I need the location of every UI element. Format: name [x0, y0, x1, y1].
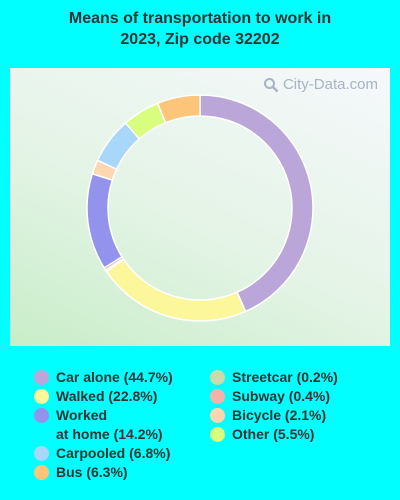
- legend-swatch: [34, 370, 49, 385]
- legend-item-right-1: Subway (0.4%): [210, 387, 331, 406]
- legend-label: Walked (22.8%): [56, 388, 158, 404]
- slice-walked: [105, 258, 247, 322]
- slice-bus: [156, 94, 201, 124]
- legend-swatch: [34, 408, 49, 423]
- donut-chart: [86, 94, 314, 322]
- legend-item-left-1: Walked (22.8%): [34, 387, 158, 406]
- watermark-text: City-Data.com: [282, 76, 378, 93]
- legend-swatch: [210, 389, 225, 404]
- legend-swatch: [34, 446, 49, 461]
- legend-swatch: [210, 427, 225, 442]
- legend-label: Bicycle (2.1%): [232, 407, 327, 423]
- slice-worked-at-home: [86, 172, 123, 269]
- legend-swatch: [210, 408, 225, 423]
- chart-panel: City-Data.com: [10, 68, 390, 346]
- legend-label: Car alone (44.7%): [56, 369, 173, 385]
- legend-label: Worked: [56, 407, 108, 423]
- chart-title-line-2: 2023, Zip code 32202: [120, 31, 280, 48]
- legend-item-left-4: Bus (6.3%): [34, 463, 128, 482]
- legend-item-left-0: Car alone (44.7%): [34, 368, 173, 387]
- legend-label: Streetcar (0.2%): [232, 369, 338, 385]
- chart-title: Means of transportation to work in 2023,…: [0, 8, 400, 50]
- legend-item-left-3: Carpooled (6.8%): [34, 444, 171, 463]
- legend-swatch: [210, 370, 225, 385]
- legend-item-right-2: Bicycle (2.1%): [210, 406, 327, 425]
- legend-item-right-3: Other (5.5%): [210, 425, 315, 444]
- chart-title-line-1: Means of transportation to work in: [68, 10, 332, 27]
- magnifier-icon: [263, 77, 279, 93]
- legend-label: Carpooled (6.8%): [56, 445, 171, 461]
- watermark: City-Data.com: [263, 76, 378, 93]
- legend-label: Bus (6.3%): [56, 464, 128, 480]
- legend-item-right-0: Streetcar (0.2%): [210, 368, 338, 387]
- legend-swatch: [34, 389, 49, 404]
- legend-swatch: [34, 465, 49, 480]
- legend-label: Subway (0.4%): [232, 388, 331, 404]
- slice-car-alone: [199, 94, 314, 313]
- legend-label: Other (5.5%): [232, 426, 315, 442]
- legend-label-line-2: at home (14.2%): [56, 426, 163, 442]
- legend-item-left-2: Worked at home (14.2%): [34, 406, 163, 444]
